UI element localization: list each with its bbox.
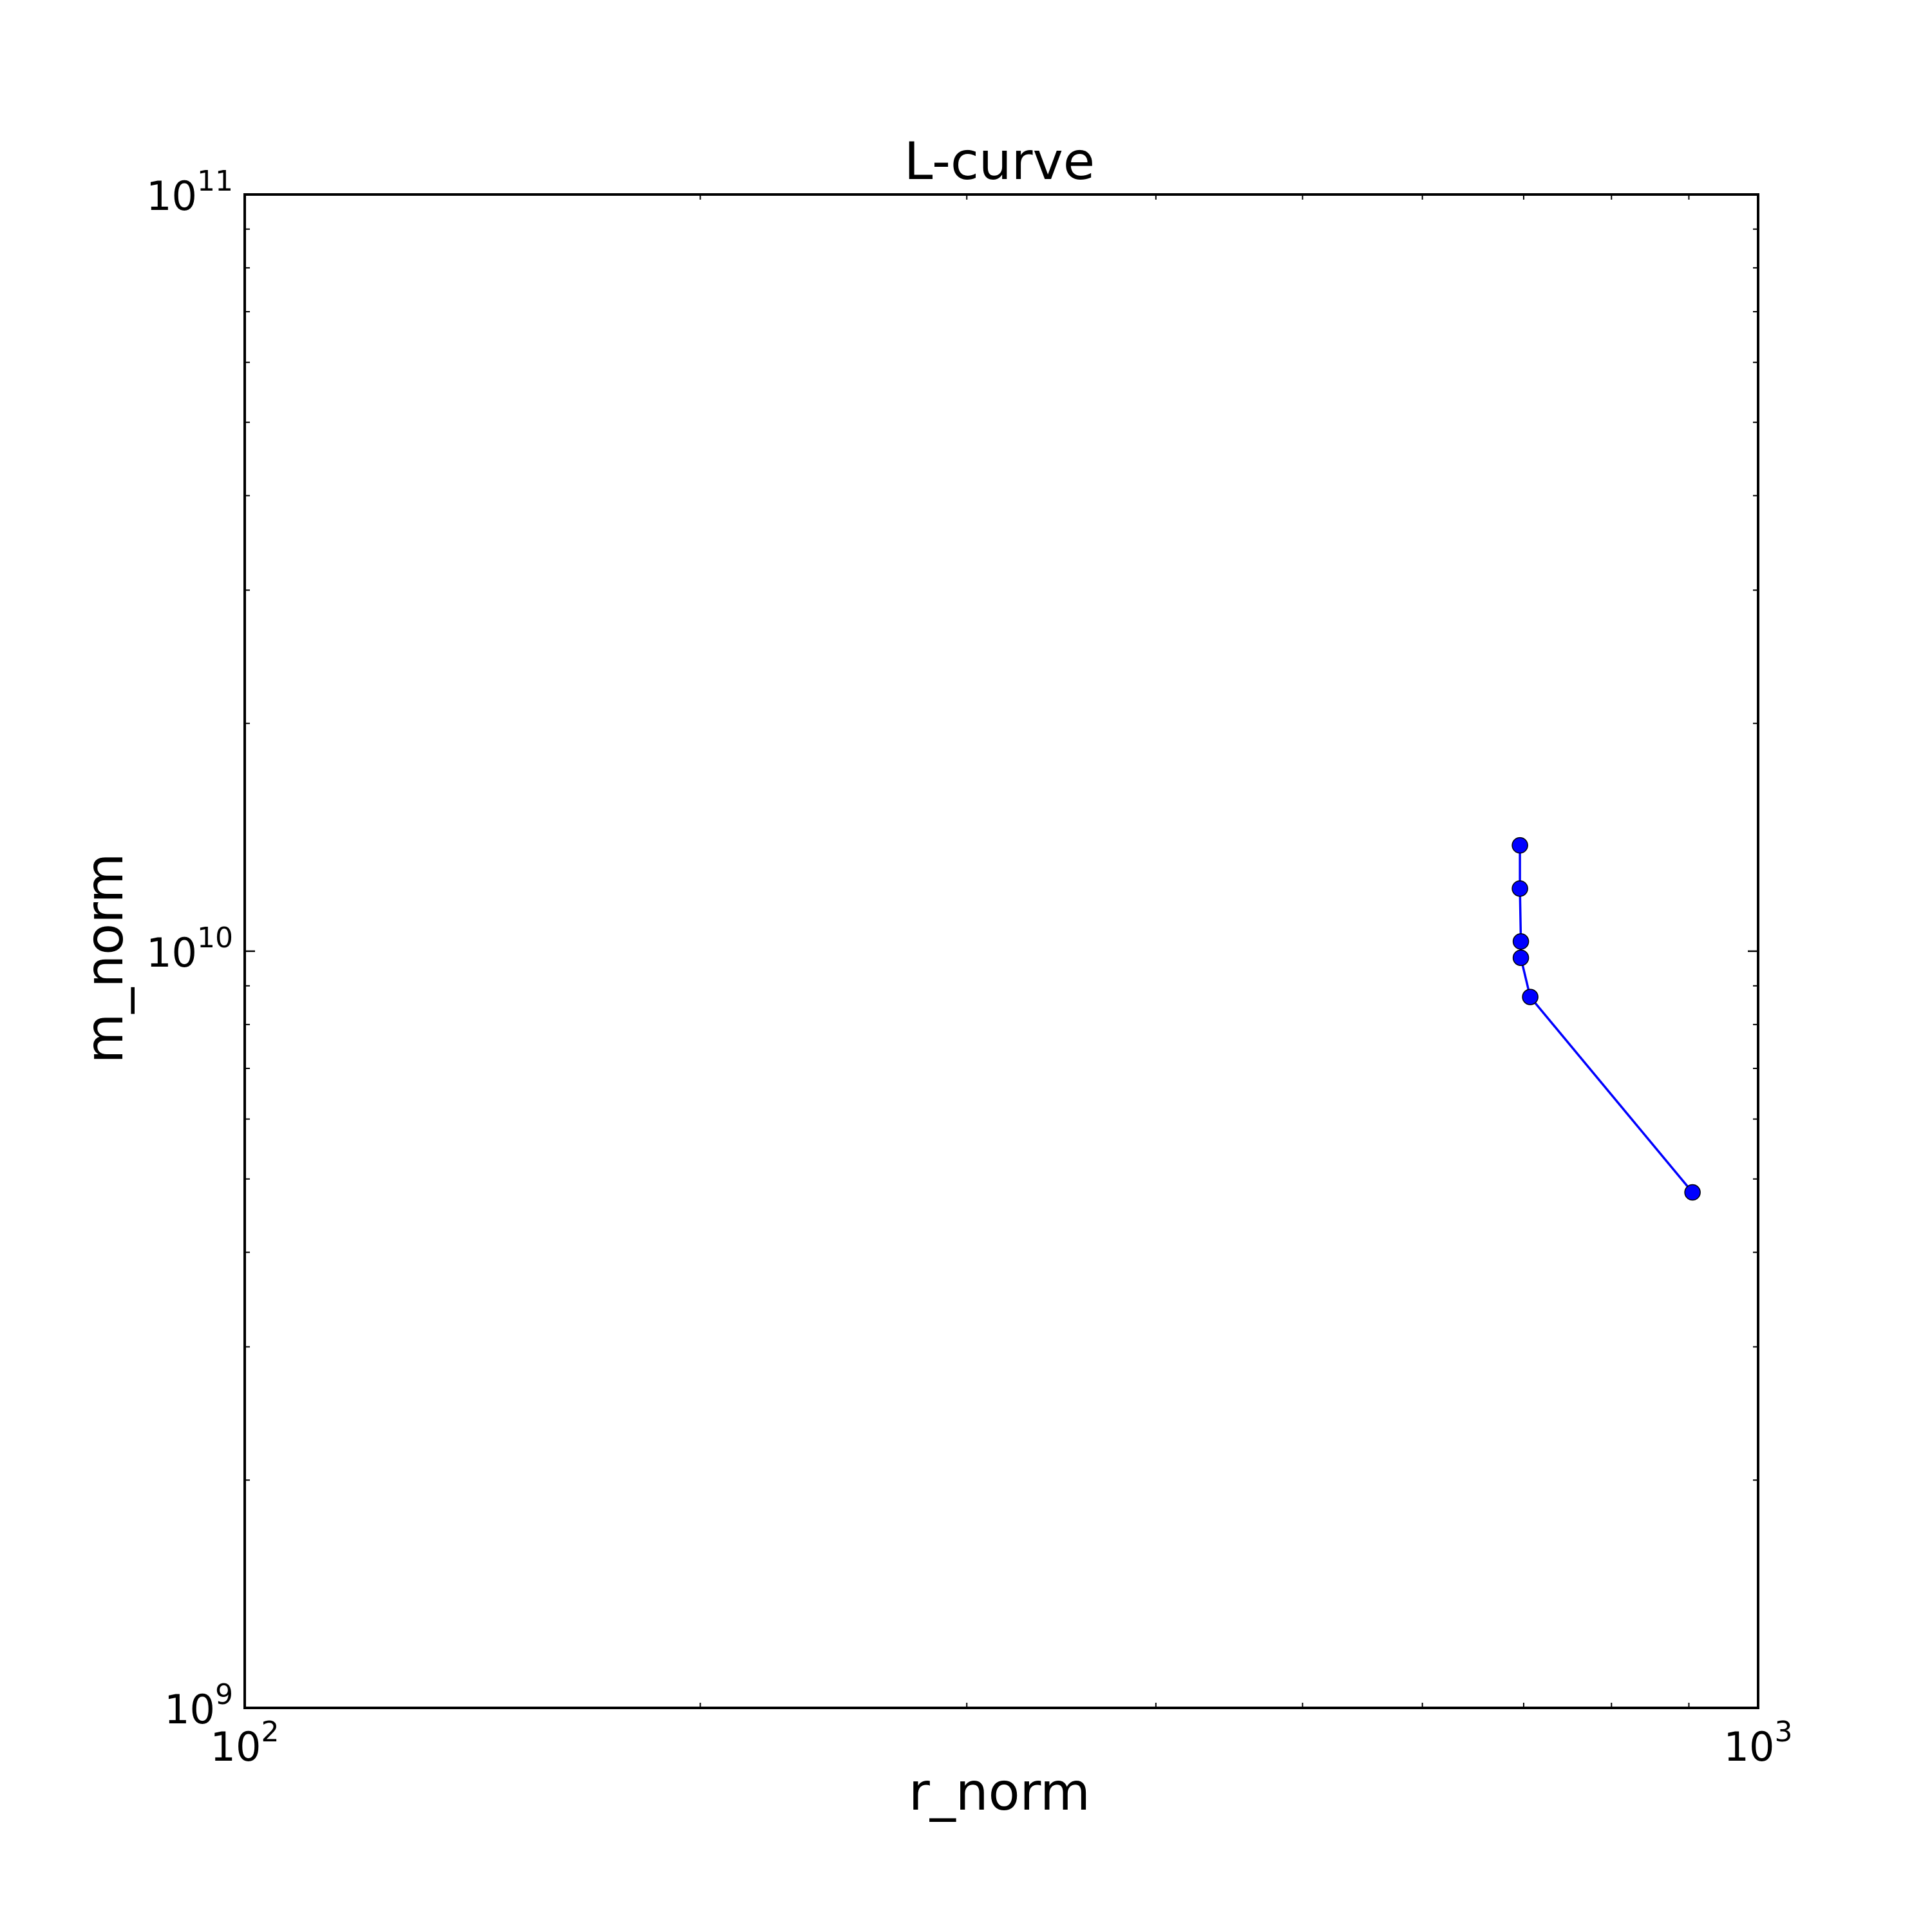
data-point: [1684, 1184, 1701, 1201]
data-point: [1511, 837, 1528, 854]
y-tick-label-exponent: 9: [215, 1678, 233, 1711]
x-tick-label: 103: [1724, 1716, 1793, 1770]
x-tick-label: 102: [211, 1716, 279, 1770]
data-point: [1511, 880, 1528, 897]
x-axis-label: r_norm: [909, 1762, 1090, 1822]
y-tick-label-exponent: 10: [197, 922, 233, 954]
data-point: [1522, 989, 1539, 1005]
plot-series: [1511, 837, 1701, 1201]
y-tick-label: 109: [164, 1678, 233, 1733]
x-tick-label-exponent: 3: [1774, 1716, 1792, 1748]
y-tick-label-base: 10: [146, 173, 197, 220]
plot-frame: [243, 193, 1759, 1709]
y-tick-label: 1011: [146, 165, 233, 220]
y-axis-label: m_norm: [75, 853, 135, 1064]
data-point: [1512, 933, 1530, 950]
x-tick-label-exponent: 2: [261, 1716, 279, 1748]
y-tick-label-exponent: 11: [197, 165, 233, 198]
y-tick-label-base: 10: [146, 929, 197, 976]
y-tick-label: 1010: [146, 922, 233, 976]
x-tick-label-base: 10: [211, 1723, 261, 1770]
chart-title: L-curve: [904, 131, 1095, 191]
x-tick-label-base: 10: [1724, 1723, 1775, 1770]
y-tick-label-base: 10: [164, 1686, 215, 1733]
data-point: [1512, 949, 1530, 967]
